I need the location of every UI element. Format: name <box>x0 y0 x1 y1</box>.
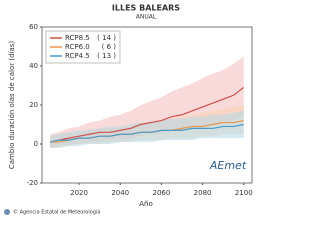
plot-frame <box>41 26 253 184</box>
x-tick-label: 2060 <box>152 189 170 197</box>
legend-count: ( 13 ) <box>97 52 116 60</box>
x-tick-label: 2080 <box>194 189 212 197</box>
logo: AEmet <box>209 159 247 172</box>
x-tick-label: 2020 <box>70 189 88 197</box>
x-tick-label: 2100 <box>235 189 253 197</box>
chart-subtitle: ANUAL <box>136 14 157 21</box>
footer-icon <box>4 209 10 215</box>
legend-label: RCP4.5 <box>65 52 90 60</box>
x-axis-label: Año <box>139 200 153 208</box>
chart: ILLES BALEARS ANUAL Cambio duración olas… <box>4 4 253 216</box>
legend-label: RCP6.0 <box>65 43 90 51</box>
legend-label: RCP8.5 <box>65 34 90 42</box>
uncertainty-band <box>50 110 244 148</box>
y-tick-label: 40 <box>29 62 38 70</box>
series-line <box>50 123 244 143</box>
legend-count: ( 6 ) <box>102 43 117 51</box>
chart-title: ILLES BALEARS <box>112 4 180 13</box>
y-tick-label: 20 <box>29 101 38 109</box>
x-tick-label: 2040 <box>111 189 129 197</box>
y-tick-label: -20 <box>27 179 38 187</box>
y-tick-label: 0 <box>34 140 38 148</box>
y-axis-label: Cambio duración olas de calor (días) <box>8 41 16 170</box>
y-tick-label: 60 <box>29 23 38 31</box>
series-line <box>50 86 245 143</box>
legend-count: ( 14 ) <box>97 34 116 42</box>
footer: © Agencia Estatal de Meteorología <box>13 209 100 216</box>
